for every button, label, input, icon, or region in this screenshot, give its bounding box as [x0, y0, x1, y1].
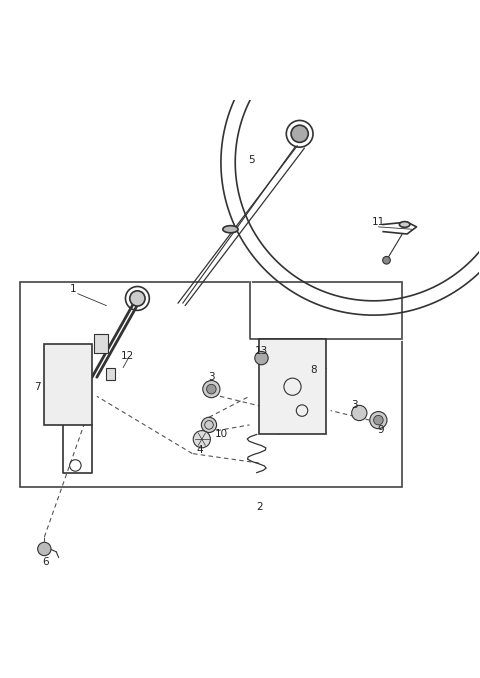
Text: 7: 7	[34, 382, 40, 392]
Bar	[21, 282, 402, 487]
Text: 3: 3	[351, 400, 358, 410]
Circle shape	[373, 416, 383, 425]
Circle shape	[37, 542, 51, 556]
Circle shape	[352, 405, 367, 420]
Circle shape	[370, 412, 387, 428]
Ellipse shape	[399, 222, 410, 227]
Text: 12: 12	[121, 351, 134, 361]
Text: 4: 4	[196, 445, 203, 455]
Circle shape	[193, 431, 210, 447]
Text: 5: 5	[249, 155, 255, 165]
Circle shape	[255, 351, 268, 365]
Text: 1: 1	[70, 284, 76, 294]
Bar	[95, 334, 108, 353]
Text: 2: 2	[256, 502, 263, 512]
Text: 13: 13	[255, 346, 268, 356]
Bar	[44, 344, 92, 425]
Bar	[259, 339, 326, 435]
Text: 11: 11	[372, 217, 385, 227]
Text: 3: 3	[208, 372, 215, 382]
Text: 6: 6	[42, 557, 48, 567]
Circle shape	[201, 417, 216, 433]
Circle shape	[206, 384, 216, 394]
Circle shape	[203, 380, 220, 398]
Circle shape	[130, 291, 145, 306]
Text: 10: 10	[215, 429, 228, 439]
Circle shape	[383, 256, 390, 264]
Bar	[107, 367, 115, 380]
Ellipse shape	[223, 226, 238, 233]
Text: 9: 9	[377, 424, 384, 435]
Circle shape	[291, 125, 308, 142]
Text: 8: 8	[311, 365, 317, 375]
